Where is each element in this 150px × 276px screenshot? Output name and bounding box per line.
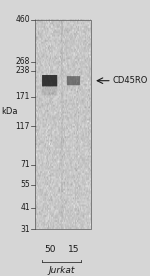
Text: kDa: kDa <box>1 107 18 116</box>
Text: 31: 31 <box>20 225 30 234</box>
Text: 55: 55 <box>20 180 30 189</box>
Text: CD45RO: CD45RO <box>113 76 148 85</box>
Text: 71: 71 <box>20 160 30 169</box>
Text: 171: 171 <box>16 92 30 101</box>
FancyBboxPatch shape <box>67 76 80 85</box>
FancyBboxPatch shape <box>42 86 57 95</box>
Text: 41: 41 <box>20 203 30 212</box>
FancyBboxPatch shape <box>42 75 57 86</box>
Text: 117: 117 <box>16 122 30 131</box>
Text: Jurkat: Jurkat <box>48 266 75 275</box>
Text: 50: 50 <box>44 245 55 254</box>
Bar <box>35 20 91 229</box>
Text: 238: 238 <box>16 67 30 75</box>
Text: 460: 460 <box>15 15 30 24</box>
Text: 15: 15 <box>68 245 79 254</box>
Text: 268: 268 <box>16 57 30 66</box>
